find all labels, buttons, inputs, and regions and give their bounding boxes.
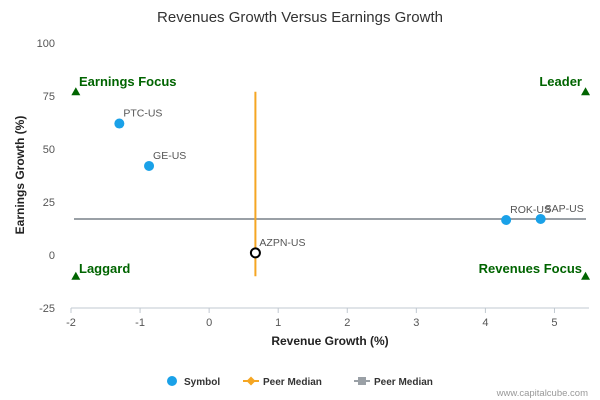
data-point	[501, 215, 512, 226]
y-tick-label: 75	[43, 91, 55, 103]
legend-label: Peer Median	[374, 377, 433, 388]
chart-title: Revenues Growth Versus Earnings Growth	[157, 9, 443, 26]
credit-text: www.capitalcube.com	[496, 388, 588, 399]
quadrant-label-bottom-left: Laggard	[79, 261, 130, 276]
plot-area: -2 -1 0 1 2 3 4 5 100 75 50 25 0 -25 Earnings Focus Lea…	[37, 38, 591, 329]
legend-symbol-marker	[167, 376, 177, 386]
x-axis-title: Revenue Growth (%)	[271, 334, 388, 348]
data-point	[114, 118, 125, 129]
quadrant-triangle-marker	[581, 271, 591, 280]
data-point	[144, 160, 155, 171]
x-tick-label: 3	[413, 317, 419, 329]
data-point-label: GE-US	[153, 150, 186, 162]
y-tick-label: -25	[39, 303, 55, 315]
legend: Symbol Peer Median Peer Median	[167, 376, 433, 388]
x-tick-label: 2	[344, 317, 350, 329]
data-point	[249, 247, 261, 259]
y-tick-label: 100	[37, 38, 55, 50]
data-point	[535, 213, 546, 224]
legend-label: Symbol	[184, 377, 220, 388]
y-tick-label: 0	[49, 250, 55, 262]
x-tick-label: -2	[66, 317, 76, 329]
x-tick-label: 5	[551, 317, 557, 329]
data-point-label: ROK-US	[510, 204, 551, 216]
data-point-label: PTC-US	[123, 108, 162, 120]
quadrant-triangle-marker	[71, 87, 81, 96]
y-tick-label: 50	[43, 144, 55, 156]
quadrant-label-top-right: Leader	[539, 74, 582, 89]
data-point-label: AZPN-US	[259, 237, 305, 249]
quadrant-label-top-left: Earnings Focus	[79, 74, 177, 89]
legend-square-marker	[358, 377, 366, 385]
legend-label: Peer Median	[263, 377, 322, 388]
quadrant-triangle-marker	[71, 271, 81, 280]
x-tick-label: 1	[275, 317, 281, 329]
legend-diamond-marker	[246, 376, 256, 386]
x-tick-label: 0	[206, 317, 212, 329]
y-tick-label: 25	[43, 197, 55, 209]
quadrant-triangle-marker	[581, 87, 591, 96]
quadrant-label-bottom-right: Revenues Focus	[479, 261, 582, 276]
x-tick-label: -1	[135, 317, 145, 329]
x-tick-label: 4	[482, 317, 488, 329]
data-point-label: SAP-US	[545, 203, 584, 215]
y-axis-title: Earnings Growth (%)	[13, 116, 27, 235]
